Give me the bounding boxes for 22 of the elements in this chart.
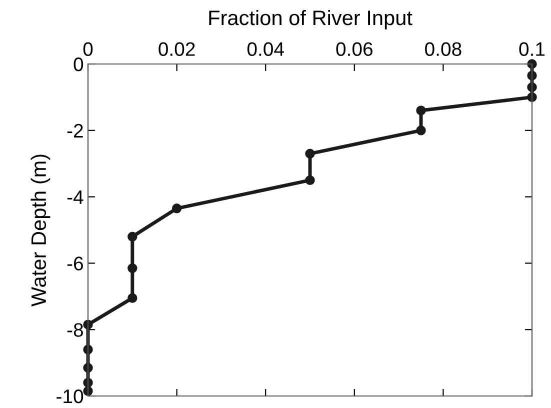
x-tick-label: 0.04 bbox=[247, 42, 284, 56]
point bbox=[416, 126, 426, 136]
point bbox=[128, 263, 138, 274]
point bbox=[172, 204, 182, 214]
x-tick-label: 0.08 bbox=[425, 42, 462, 56]
x-tick-label: 0.02 bbox=[158, 42, 195, 56]
point bbox=[128, 293, 138, 303]
point bbox=[305, 175, 315, 186]
y-tick-label: -10 bbox=[56, 389, 84, 404]
point bbox=[305, 148, 315, 158]
point bbox=[416, 106, 426, 116]
y-tick-label: -4 bbox=[67, 190, 84, 204]
y-axis-title: Water Depth (m) bbox=[30, 154, 50, 306]
x-tick-label: 0 bbox=[83, 42, 93, 56]
x-tick-label: 0.06 bbox=[336, 42, 372, 56]
y-tick-label: -2 bbox=[67, 124, 83, 138]
y-tick-label: -6 bbox=[67, 256, 83, 270]
y-tick-label: 0 bbox=[74, 57, 84, 72]
point bbox=[128, 232, 138, 242]
y-tick-label: -8 bbox=[67, 323, 83, 337]
x-tick-label: 0.1 bbox=[519, 42, 545, 56]
x-axis-title: Fraction of River Input bbox=[209, 10, 412, 30]
